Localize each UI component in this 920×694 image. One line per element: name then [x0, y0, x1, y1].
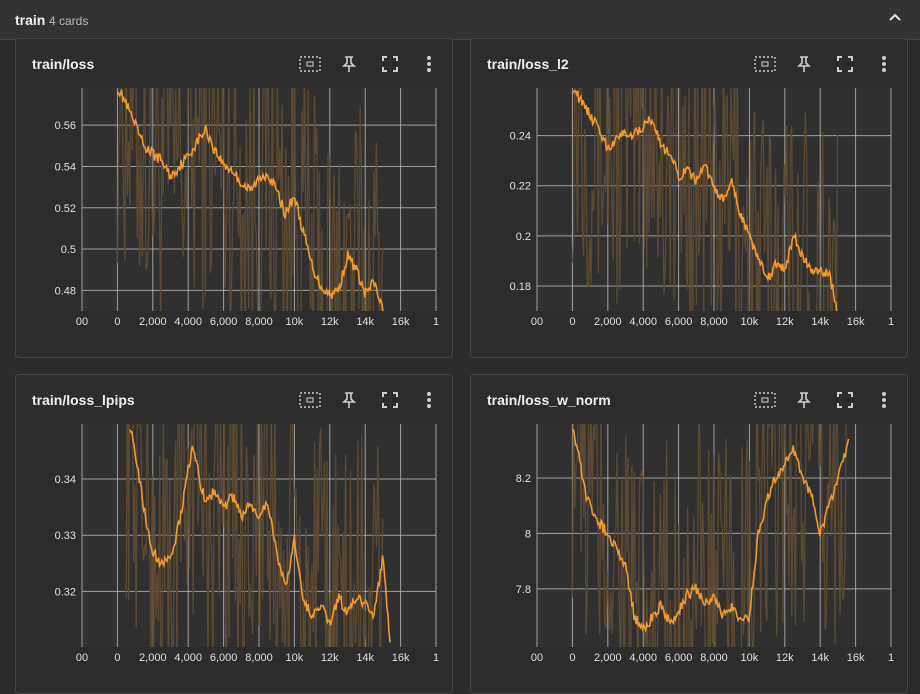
x-tick-label: 14k [811, 652, 829, 664]
y-tick-label: 8.2 [516, 473, 531, 485]
x-tick-label: 2,000 [594, 316, 622, 328]
chevron-up-icon[interactable] [886, 9, 904, 27]
x-tick-label: 14k [356, 652, 374, 664]
smoothed-series-line [129, 429, 391, 643]
card-train-loss: train/loss 0.56 0.54 0.52 0.5 0.48 00 0 2,000 4,… [15, 38, 453, 358]
x-tick-label: 1 [433, 652, 439, 664]
x-tick-label: 8,000 [700, 652, 728, 664]
x-tick-label: 6,000 [665, 652, 693, 664]
y-tick-label: 0.22 [510, 181, 531, 193]
x-tick-label: 0 [114, 316, 120, 328]
fullscreen-icon[interactable] [833, 388, 857, 412]
x-tick-label: 16k [392, 316, 410, 328]
x-tick-label: 16k [847, 652, 865, 664]
x-tick-label: 1 [888, 652, 894, 664]
x-tick-label: 1 [433, 316, 439, 328]
fullscreen-icon[interactable] [833, 52, 857, 76]
more-vert-icon[interactable] [417, 52, 441, 76]
x-tick-label: 14k [811, 316, 829, 328]
x-tick-label: 10k [286, 652, 304, 664]
x-tick-label: 6,000 [210, 652, 238, 664]
raw-series-line [125, 424, 384, 647]
fit-domain-icon[interactable] [753, 52, 777, 76]
y-tick-label: 0.54 [55, 161, 76, 173]
x-tick-label: 16k [392, 652, 410, 664]
y-tick-label: 8 [525, 528, 531, 540]
pin-icon[interactable] [337, 388, 361, 412]
x-tick-label: 6,000 [210, 316, 238, 328]
raw-series-line [116, 88, 384, 311]
x-tick-label: 0 [114, 652, 120, 664]
card-title: train/loss [32, 56, 95, 72]
x-tick-label: 8,000 [245, 652, 273, 664]
line-chart[interactable]: 8.287.800 0 2,000 4,000 6,000 8,000 10k 12k 14k 1… [471, 375, 907, 675]
card-title: train/loss_l2 [487, 56, 569, 72]
group-title: train [15, 12, 46, 28]
x-tick-label: 00 [531, 652, 543, 664]
card-title: train/loss_lpips [32, 392, 135, 408]
more-vert-icon[interactable] [872, 388, 896, 412]
raw-series-line [571, 88, 839, 311]
y-tick-label: 0.32 [55, 586, 76, 598]
x-tick-label: 10k [286, 316, 304, 328]
smoothed-series-line [572, 428, 850, 634]
x-tick-label: 2,000 [139, 652, 167, 664]
fit-domain-icon[interactable] [753, 388, 777, 412]
y-tick-label: 0.56 [55, 120, 76, 132]
card-train-loss-w-norm: train/loss_w_norm 8.2 8 7.8 00 0 2,000 4,000 6,… [470, 374, 908, 694]
group-header: train 4 cards [0, 0, 920, 40]
y-tick-label: 0.18 [510, 281, 531, 293]
x-tick-label: 2,000 [594, 652, 622, 664]
smoothed-series-line [117, 89, 384, 311]
x-tick-label: 00 [76, 316, 88, 328]
x-tick-label: 4,000 [629, 652, 657, 664]
card-train-loss-l2: train/loss_l2 0.24 0.22 0.2 0.18 00 0 2,000 4,0… [470, 38, 908, 358]
x-tick-label: 12k [321, 652, 339, 664]
fit-domain-icon[interactable] [298, 388, 322, 412]
x-tick-label: 12k [321, 316, 339, 328]
smoothed-series-line [571, 89, 838, 311]
fit-domain-icon[interactable] [298, 52, 322, 76]
y-tick-label: 0.52 [55, 203, 76, 215]
y-tick-label: 0.33 [55, 530, 76, 542]
x-tick-label: 16k [847, 316, 865, 328]
pin-icon[interactable] [792, 52, 816, 76]
y-tick-label: 0.34 [55, 474, 76, 486]
x-tick-label: 4,000 [629, 316, 657, 328]
more-vert-icon[interactable] [872, 52, 896, 76]
x-tick-label: 8,000 [700, 316, 728, 328]
x-tick-label: 14k [356, 316, 374, 328]
x-tick-label: 12k [776, 652, 794, 664]
card-count: 4 cards [49, 14, 89, 28]
x-tick-label: 4,000 [174, 316, 202, 328]
x-tick-label: 8,000 [245, 316, 273, 328]
fullscreen-icon[interactable] [378, 388, 402, 412]
y-tick-label: 0.48 [55, 285, 76, 297]
more-vert-icon[interactable] [417, 388, 441, 412]
x-tick-label: 1 [888, 316, 894, 328]
pin-icon[interactable] [337, 52, 361, 76]
x-tick-label: 00 [76, 652, 88, 664]
raw-series-line [571, 424, 847, 647]
fullscreen-icon[interactable] [378, 52, 402, 76]
x-tick-label: 4,000 [174, 652, 202, 664]
y-tick-label: 0.2 [516, 231, 531, 243]
x-tick-label: 0 [569, 652, 575, 664]
y-tick-label: 0.5 [61, 244, 76, 256]
pin-icon[interactable] [792, 388, 816, 412]
x-tick-label: 6,000 [665, 316, 693, 328]
y-tick-label: 7.8 [516, 584, 531, 596]
x-tick-label: 0 [569, 316, 575, 328]
x-tick-label: 10k [741, 652, 759, 664]
x-tick-label: 00 [531, 316, 543, 328]
x-tick-label: 10k [741, 316, 759, 328]
card-title: train/loss_w_norm [487, 392, 611, 408]
x-tick-label: 12k [776, 316, 794, 328]
x-tick-label: 2,000 [139, 316, 167, 328]
card-train-loss-lpips: train/loss_lpips 0.34 0.33 0.32 00 0 2,000 4,0… [15, 374, 453, 694]
y-tick-label: 0.24 [510, 131, 531, 143]
